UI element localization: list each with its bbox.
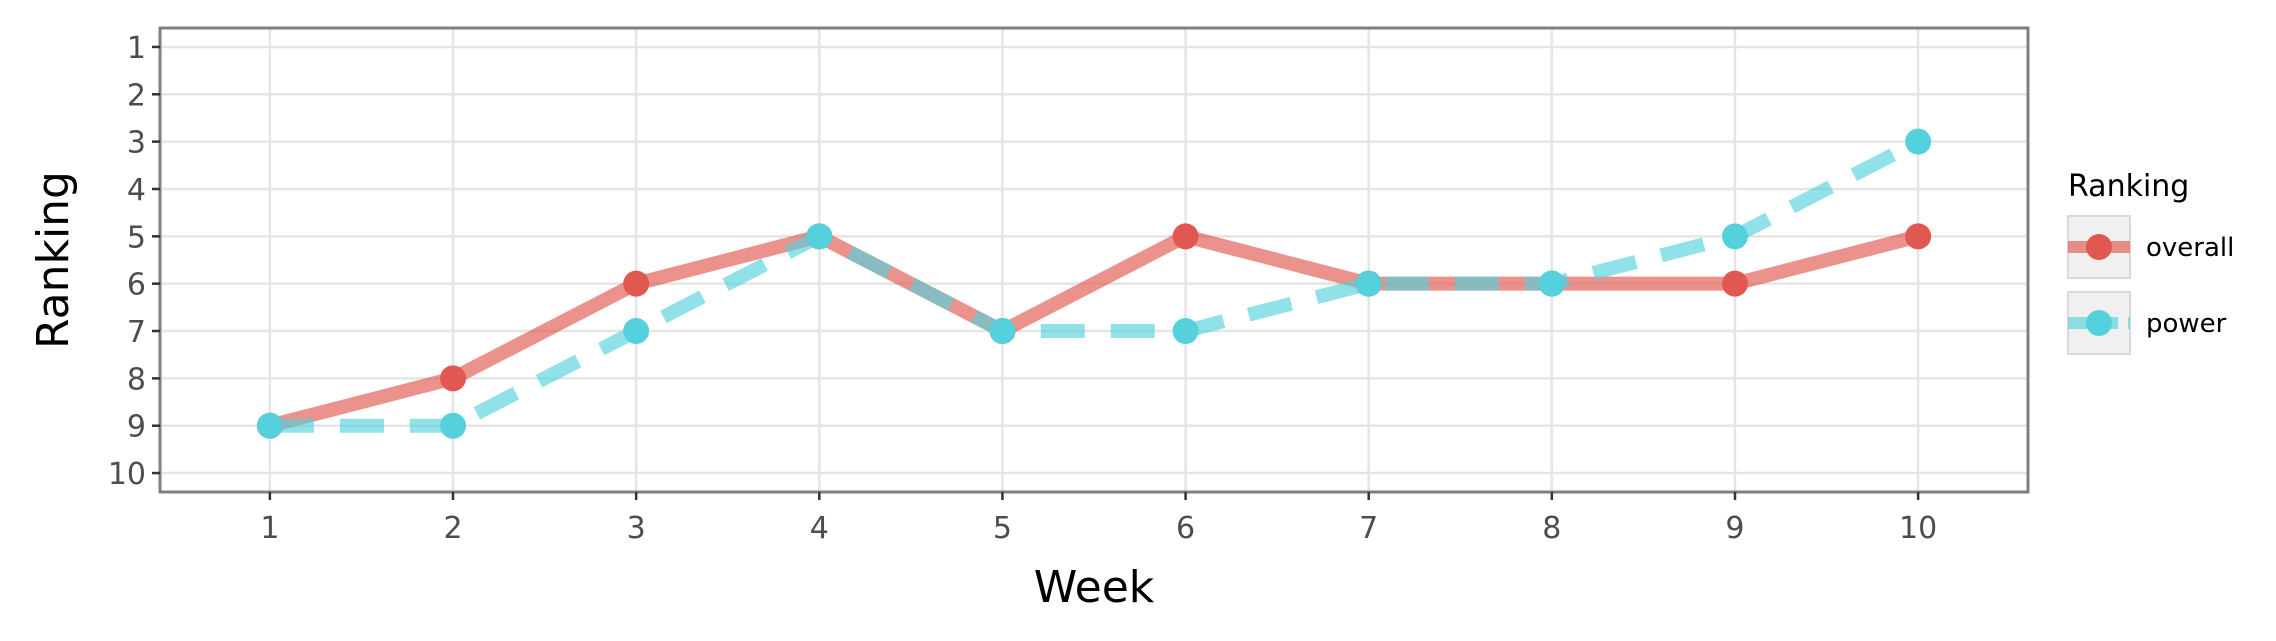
- data-point-power: [1721, 223, 1748, 250]
- legend-label: power: [2146, 309, 2227, 339]
- y-tick-label: 3: [127, 126, 146, 161]
- axes: 1 2 3 4 5 6 7 8 9 10 1 2 3 4 5 6 7 8 9 10: [108, 31, 1937, 546]
- data-point-overall: [623, 270, 650, 297]
- y-tick-label: 10: [108, 457, 146, 492]
- x-tick-label: 8: [1542, 511, 1561, 546]
- data-point-power: [1538, 270, 1565, 297]
- data-point-overall: [1172, 223, 1199, 250]
- legend-label: overall: [2146, 233, 2234, 263]
- legend-key-point: [2086, 234, 2112, 260]
- data-point-power: [440, 412, 467, 439]
- series-line-power: [269, 135, 1922, 433]
- x-tick-label: 1: [260, 511, 279, 546]
- x-tick-label: 3: [627, 511, 646, 546]
- data-point-overall: [1721, 270, 1748, 297]
- legend-item-power: power: [2067, 291, 2227, 355]
- y-tick-label: 8: [127, 362, 146, 397]
- data-point-power: [1905, 128, 1932, 155]
- x-tick-label: 6: [1176, 511, 1195, 546]
- series-point-group: [256, 128, 1932, 439]
- x-tick-label: 5: [993, 511, 1012, 546]
- y-tick-label: 5: [127, 220, 146, 255]
- y-tick-label: 2: [127, 78, 146, 113]
- x-axis-title: Week: [1034, 562, 1155, 613]
- series-line-overall: [268, 229, 1920, 433]
- series-line-group: [268, 135, 1922, 433]
- data-point-power: [1355, 270, 1382, 297]
- series-lines: [256, 128, 1932, 439]
- legend-title: Ranking: [2068, 169, 2189, 204]
- data-point-overall: [1905, 223, 1932, 250]
- x-tick-label: 2: [443, 511, 462, 546]
- x-tick-label: 9: [1725, 511, 1744, 546]
- legend-item-overall: overall: [2067, 215, 2234, 279]
- legend-key-point: [2086, 310, 2112, 336]
- y-tick-label: 6: [127, 268, 146, 303]
- y-tick-label: 7: [127, 315, 146, 350]
- data-point-power: [806, 223, 833, 250]
- legend: Ranking overall power: [2067, 169, 2234, 355]
- data-point-power: [623, 318, 650, 345]
- y-tick-label: 1: [127, 31, 146, 66]
- plot-panel-border: [158, 26, 2030, 494]
- y-tick-label: 9: [127, 410, 146, 445]
- y-tick-label: 4: [127, 173, 146, 208]
- x-tick-label: 4: [810, 511, 829, 546]
- x-tick-label: 7: [1359, 511, 1378, 546]
- data-point-power: [256, 412, 283, 439]
- data-point-overall: [440, 365, 467, 392]
- y-axis-title: Ranking: [28, 171, 79, 349]
- data-point-power: [1172, 318, 1199, 345]
- data-point-power: [989, 318, 1016, 345]
- x-tick-label: 10: [1899, 511, 1937, 546]
